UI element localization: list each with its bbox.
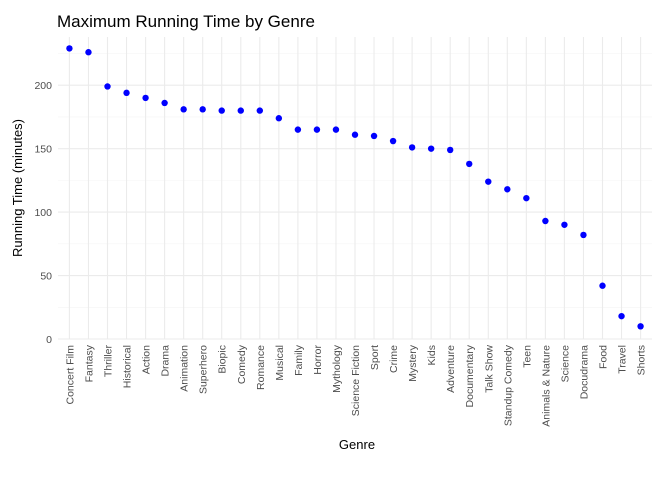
data-point: [485, 178, 492, 185]
x-tick-label: Mythology: [331, 344, 343, 393]
x-tick-label: Animation: [179, 345, 191, 392]
data-point: [523, 194, 530, 202]
x-tick-label: Mystery: [407, 344, 419, 382]
data-point: [199, 106, 206, 113]
data-point: [313, 126, 321, 133]
x-axis-label: Genre: [339, 437, 375, 452]
data-point: [370, 132, 378, 140]
data-point: [542, 217, 549, 225]
x-tick-label: Adventure: [445, 345, 457, 393]
x-tick-label: Comedy: [236, 344, 248, 384]
x-tick-label: Musical: [274, 345, 286, 381]
data-point: [85, 49, 92, 56]
y-tick-label: 50: [40, 271, 52, 283]
data-point: [504, 186, 511, 193]
data-point: [256, 107, 264, 114]
x-tick-label: Sport: [369, 345, 381, 370]
x-tick-label: Science: [559, 345, 571, 383]
data-point: [294, 126, 302, 133]
data-point: [466, 160, 473, 168]
data-point: [351, 131, 359, 138]
y-tick-label: 100: [34, 207, 52, 219]
x-tick-label: Food: [598, 345, 610, 369]
x-tick-label: Docudrama: [578, 345, 590, 399]
x-tick-label: Travel: [617, 345, 629, 374]
y-axis-ticks: 0 50 100 150 200: [34, 80, 52, 346]
data-point: [618, 312, 625, 320]
x-tick-label: Fantasy: [83, 344, 95, 382]
x-tick-label: Biopic: [217, 345, 229, 374]
data-point: [237, 107, 244, 114]
x-tick-label: Historical: [122, 345, 134, 388]
data-point: [637, 323, 644, 330]
x-tick-label: Teen: [521, 345, 533, 368]
x-tick-label: Superhero: [198, 345, 210, 394]
data-point: [408, 144, 416, 151]
data-points: [66, 45, 644, 330]
x-tick-label: Action: [141, 345, 153, 374]
x-tick-label: Documentary: [464, 344, 476, 407]
data-point: [161, 99, 168, 107]
x-tick-label: Kids: [426, 345, 438, 365]
data-point: [332, 126, 340, 133]
y-tick-label: 200: [34, 80, 52, 92]
data-point: [446, 146, 454, 154]
x-tick-label: Concert Film: [64, 345, 76, 405]
data-point: [389, 137, 397, 145]
grid: [58, 37, 652, 340]
x-tick-label: Drama: [160, 345, 172, 377]
x-tick-label: Science Fiction: [350, 345, 362, 416]
y-tick-label: 150: [34, 144, 52, 156]
x-tick-label: Crime: [388, 345, 400, 373]
data-point: [66, 45, 73, 52]
data-point: [123, 89, 130, 97]
y-axis-label: Running Time (minutes): [10, 119, 25, 257]
data-point: [580, 231, 587, 239]
x-tick-label: Talk Show: [483, 345, 495, 393]
x-tick-label: Animals & Nature: [540, 345, 552, 427]
data-point: [104, 83, 111, 90]
x-tick-label: Standup Comedy: [502, 344, 514, 426]
chart-title: Maximum Running Time by Genre: [57, 12, 315, 31]
data-point: [218, 107, 225, 114]
x-tick-label: Romance: [255, 345, 267, 390]
data-point: [180, 106, 187, 113]
x-tick-label: Thriller: [103, 345, 115, 378]
data-point: [599, 282, 606, 289]
x-tick-label: Family: [293, 344, 305, 376]
x-tick-label: Shorts: [636, 345, 648, 375]
y-tick-label: 0: [46, 334, 52, 346]
data-point: [427, 145, 435, 152]
data-point: [275, 115, 283, 122]
x-axis-ticks: Concert Film Fantasy Thriller Historical Act…: [64, 344, 647, 426]
data-point: [142, 94, 149, 102]
data-point: [561, 221, 568, 228]
x-tick-label: Horror: [312, 345, 324, 375]
